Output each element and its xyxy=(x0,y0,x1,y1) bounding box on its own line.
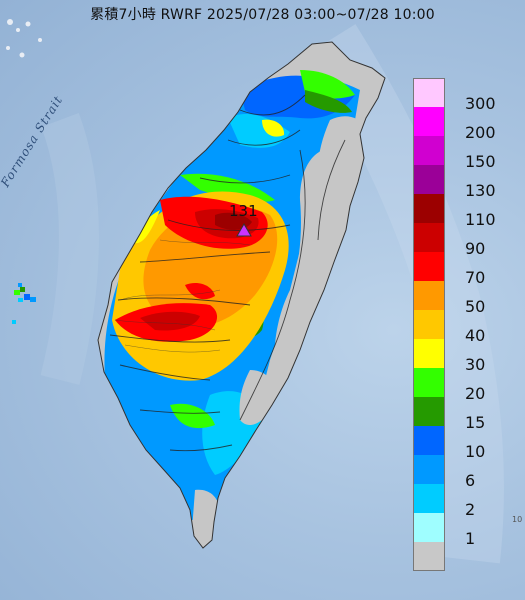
penghu-islands xyxy=(12,283,36,324)
legend-level-label: 15 xyxy=(465,413,486,432)
no-rain-east-north xyxy=(317,116,371,215)
legend-level-label: 1 xyxy=(465,529,476,548)
legend-level-label: 40 xyxy=(465,326,486,345)
legend-level-label: 70 xyxy=(465,268,486,287)
legend-swatch xyxy=(413,397,445,426)
river-lines xyxy=(114,239,251,353)
rain-zone-90mm-south xyxy=(140,311,200,331)
legend-level-label: 110 xyxy=(465,210,496,229)
islands-cluster xyxy=(6,19,42,58)
rainfall-field xyxy=(104,70,371,540)
rain-zone-20mm-east xyxy=(262,119,285,137)
legend-level-label: 200 xyxy=(465,123,496,142)
edge-scale-mark: 10 xyxy=(512,515,523,524)
legend-level-label: 10 xyxy=(465,442,486,461)
legend-level-label: 20 xyxy=(465,384,486,403)
max-rainfall-marker xyxy=(236,223,252,237)
max-rainfall-label: 131 xyxy=(229,202,258,220)
legend-swatch xyxy=(413,194,445,223)
legend-level-label: 150 xyxy=(465,152,496,171)
rain-zone-15mm-north xyxy=(305,90,352,113)
legend-level-label: 50 xyxy=(465,297,486,316)
legend-level-label: 300 xyxy=(465,94,496,113)
legend-swatch xyxy=(413,281,445,310)
rain-zone-70mm-central xyxy=(185,283,215,300)
legend-level-label: 130 xyxy=(465,181,496,200)
rainfall-legend: 300 200 150 130 110 90 70 50 40 30 20 15 10 6 2 1 xyxy=(413,78,519,571)
legend-level-label: 30 xyxy=(465,355,486,374)
legend-level-label: 90 xyxy=(465,239,486,258)
rain-zone-20mm-north xyxy=(300,70,355,99)
no-rain-east-mid xyxy=(274,250,329,380)
legend-frame xyxy=(413,78,445,571)
legend-swatch xyxy=(413,223,445,252)
legend-level-label: 2 xyxy=(465,500,476,519)
rain-zone-20mm-mid xyxy=(180,173,275,202)
legend-level-label: 6 xyxy=(465,471,476,490)
rain-zone-20mm-south xyxy=(170,403,215,429)
map-title: 累積7小時 RWRF 2025/07/28 03:00~07/28 10:00 xyxy=(90,7,435,23)
no-rain-east-south xyxy=(239,370,277,425)
county-boundaries xyxy=(109,94,346,452)
legend-swatch xyxy=(413,513,445,542)
